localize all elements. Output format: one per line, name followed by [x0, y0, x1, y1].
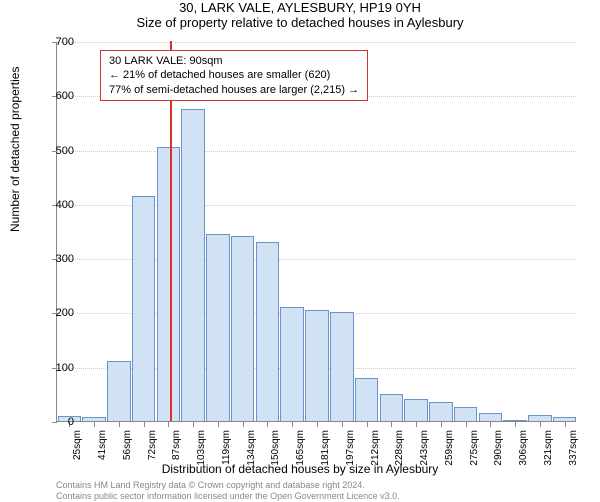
- x-tick-mark: [292, 422, 293, 427]
- histogram-bar: [157, 147, 181, 421]
- x-tick-label: 197sqm: [345, 430, 356, 466]
- x-tick-mark: [515, 422, 516, 427]
- x-tick-mark: [317, 422, 318, 427]
- legend-line: 77% of semi-detached houses are larger (…: [109, 83, 359, 97]
- x-tick-label: 243sqm: [419, 430, 430, 466]
- x-tick-label: 228sqm: [394, 430, 405, 466]
- x-tick-label: 259sqm: [444, 430, 455, 466]
- x-tick-mark: [94, 422, 95, 427]
- histogram-bar: [503, 420, 527, 421]
- histogram-bar: [206, 234, 230, 421]
- histogram-bar: [330, 312, 354, 421]
- histogram-bar: [528, 415, 552, 422]
- x-tick-label: 275sqm: [469, 430, 480, 466]
- x-axis-label: Distribution of detached houses by size …: [0, 462, 600, 476]
- histogram-bar: [454, 407, 478, 421]
- histogram-bar: [305, 310, 329, 421]
- x-tick-label: 56sqm: [122, 430, 133, 460]
- x-tick-mark: [391, 422, 392, 427]
- x-tick-mark: [144, 422, 145, 427]
- y-tick-label: 700: [56, 36, 74, 48]
- x-tick-mark: [466, 422, 467, 427]
- x-tick-mark: [218, 422, 219, 427]
- histogram-bar: [479, 413, 503, 421]
- chart-area: 30 LARK VALE: 90sqm← 21% of detached hou…: [56, 42, 576, 422]
- x-tick-mark: [193, 422, 194, 427]
- x-tick-label: 290sqm: [493, 430, 504, 466]
- x-tick-mark: [243, 422, 244, 427]
- x-tick-label: 150sqm: [270, 430, 281, 466]
- x-tick-mark: [342, 422, 343, 427]
- y-tick-label: 100: [56, 362, 74, 374]
- x-tick-mark: [119, 422, 120, 427]
- x-tick-mark: [565, 422, 566, 427]
- histogram-bar: [355, 378, 379, 421]
- x-tick-label: 119sqm: [221, 430, 232, 465]
- histogram-bar: [256, 242, 280, 421]
- x-tick-label: 181sqm: [320, 430, 331, 466]
- histogram-bar: [231, 236, 255, 421]
- histogram-bar: [280, 307, 304, 421]
- x-tick-label: 25sqm: [72, 430, 83, 460]
- y-tick-label: 500: [56, 145, 74, 157]
- histogram-bar: [380, 394, 404, 421]
- histogram-bar: [107, 361, 131, 421]
- histogram-bar: [181, 109, 205, 421]
- y-axis-label: Number of detached properties: [8, 67, 22, 232]
- x-tick-mark: [367, 422, 368, 427]
- x-tick-label: 321sqm: [543, 430, 554, 466]
- x-tick-mark: [416, 422, 417, 427]
- x-tick-mark: [168, 422, 169, 427]
- x-tick-label: 306sqm: [518, 430, 529, 466]
- x-tick-label: 72sqm: [147, 430, 158, 460]
- attribution-line: Contains HM Land Registry data © Crown c…: [56, 480, 400, 491]
- x-tick-label: 165sqm: [295, 430, 306, 466]
- attribution-text: Contains HM Land Registry data © Crown c…: [56, 480, 400, 502]
- y-tick-mark: [52, 422, 57, 423]
- x-tick-mark: [441, 422, 442, 427]
- y-tick-label: 200: [56, 307, 74, 319]
- chart-subtitle: Size of property relative to detached ho…: [0, 15, 600, 30]
- legend-line: 30 LARK VALE: 90sqm: [109, 54, 359, 68]
- x-tick-mark: [267, 422, 268, 427]
- histogram-bar: [132, 196, 156, 421]
- histogram-bar: [404, 399, 428, 421]
- x-tick-mark: [490, 422, 491, 427]
- legend-box: 30 LARK VALE: 90sqm← 21% of detached hou…: [100, 50, 368, 101]
- x-tick-mark: [540, 422, 541, 427]
- x-tick-label: 103sqm: [196, 430, 207, 466]
- page-title: 30, LARK VALE, AYLESBURY, HP19 0YH: [0, 0, 600, 15]
- x-tick-label: 212sqm: [370, 430, 381, 466]
- y-tick-label: 400: [56, 199, 74, 211]
- histogram-bar: [429, 402, 453, 421]
- histogram-bar: [553, 417, 577, 421]
- x-tick-label: 134sqm: [246, 430, 257, 466]
- legend-line: ← 21% of detached houses are smaller (62…: [109, 68, 359, 82]
- x-tick-label: 87sqm: [171, 430, 182, 460]
- y-tick-label: 300: [56, 253, 74, 265]
- y-tick-label: 0: [68, 416, 74, 428]
- y-tick-label: 600: [56, 90, 74, 102]
- x-tick-label: 41sqm: [97, 430, 108, 460]
- x-tick-label: 337sqm: [568, 430, 579, 466]
- histogram-bar: [82, 417, 106, 421]
